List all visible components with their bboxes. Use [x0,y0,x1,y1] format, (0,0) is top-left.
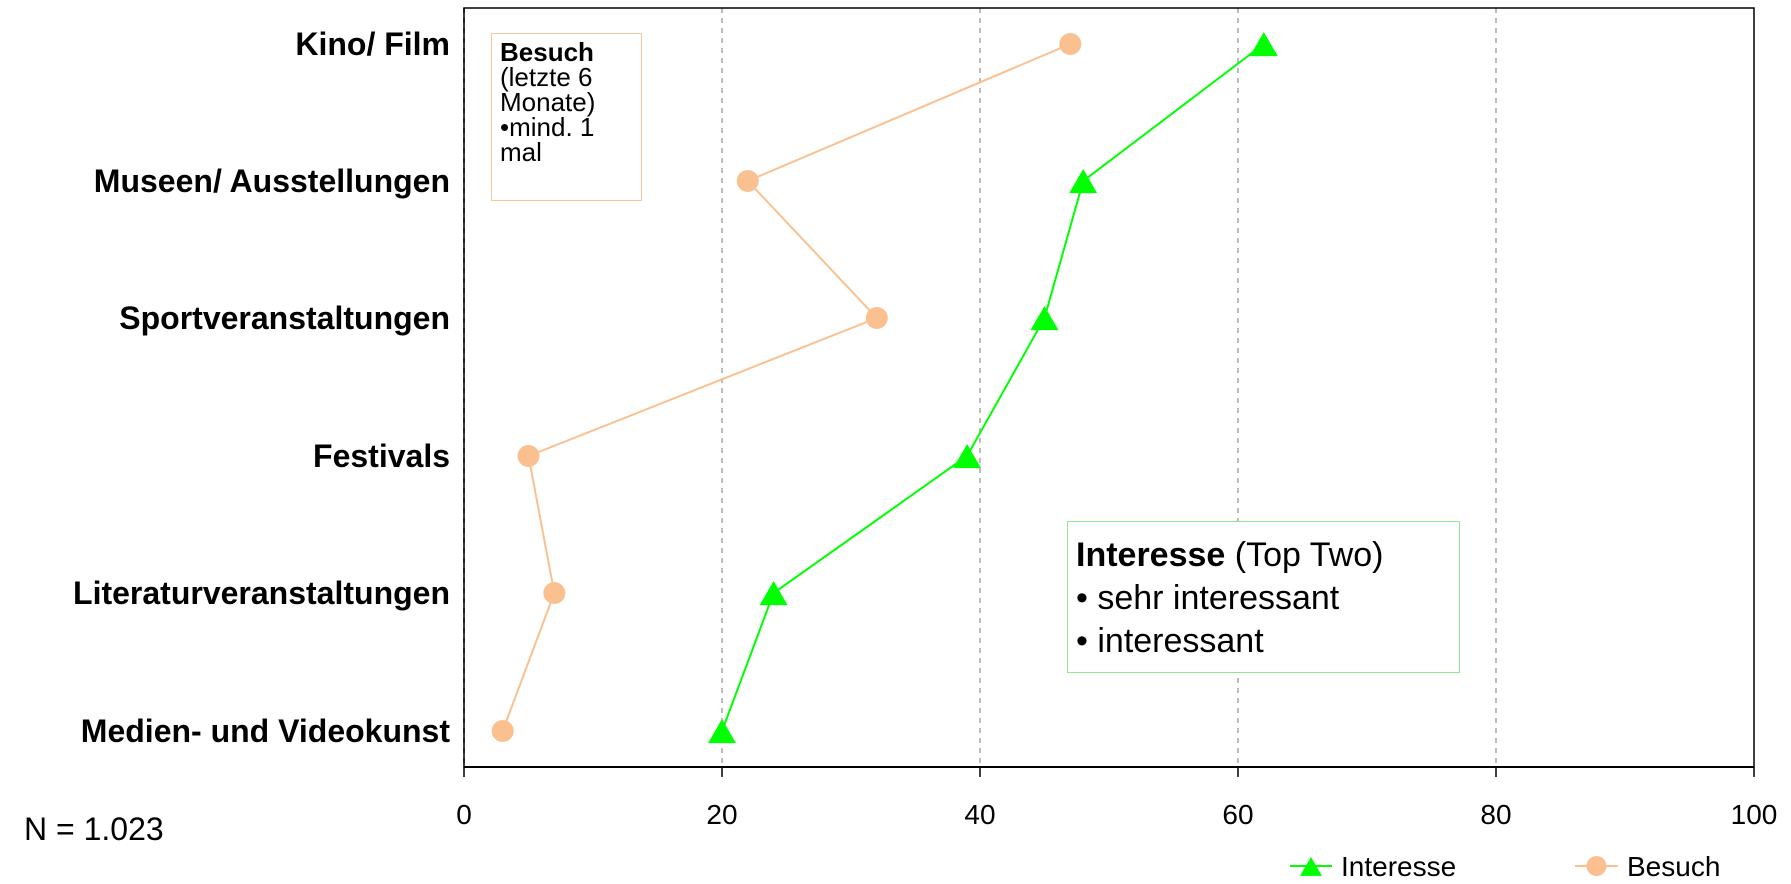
interesse-item-1: • sehr interessant [1076,579,1340,617]
x-tick-label-100: 100 [1731,799,1778,830]
besuch-line-4: mal [500,137,542,167]
category-label-1: Museen/ Ausstellungen [94,163,450,199]
point-besuch-1 [736,170,759,192]
legend-marker-besuch [1586,856,1607,876]
point-interesse-3 [953,444,982,469]
point-interesse-0 [1249,32,1278,57]
category-labels: Kino/ Film Museen/ Ausstellungen Sportvera… [73,26,450,749]
x-tick-label-20: 20 [706,799,737,830]
series-group [491,32,1278,744]
point-besuch-2 [865,307,888,329]
legend-label-interesse: Interesse [1341,851,1456,882]
category-label-2: Sportveranstaltungen [119,300,450,336]
point-interesse-4 [759,581,788,606]
category-label-3: Festivals [313,438,450,474]
x-tick-label-60: 60 [1222,799,1253,830]
series-line-interesse [721,43,1265,732]
besuch-line-2: Monate) [500,87,596,117]
legend-label-besuch: Besuch [1627,851,1720,882]
category-label-4: Literaturveranstaltungen [73,575,450,611]
besuch-title: Besuch [500,37,594,67]
x-tick-label-80: 80 [1480,799,1511,830]
point-interesse-5 [708,719,736,744]
interesse-title: Interesse [1076,536,1226,574]
point-besuch-3 [517,445,540,467]
legend-marker-interesse [1300,857,1322,876]
x-tick-label-0: 0 [456,799,472,830]
point-interesse-1 [1069,169,1098,194]
interesse-item-2: • interessant [1076,622,1264,660]
sample-size-note: N = 1.023 [24,811,164,847]
x-tick-label-40: 40 [964,799,995,830]
category-label-5: Medien- und Videokunst [81,713,451,749]
interesse-annotation-box: Interesse (Top Two) • sehr interessant •… [1067,521,1460,673]
point-besuch-5 [491,720,514,742]
besuch-line-1: (letzte 6 [500,62,593,92]
x-ticks: 0 20 40 60 80 100 [456,767,1777,830]
point-besuch-4 [543,582,566,604]
point-besuch-0 [1059,33,1082,55]
point-interesse-2 [1030,306,1059,331]
legend: Interesse Besuch [1290,851,1720,882]
besuch-line-3: •mind. 1 [500,112,595,142]
besuch-annotation-box: Besuch (letzte 6 Monate) •mind. 1 mal [491,33,642,201]
interesse-suffix: (Top Two) [1225,536,1384,574]
series-line-besuch [501,43,1071,732]
category-label-0: Kino/ Film [295,26,450,62]
